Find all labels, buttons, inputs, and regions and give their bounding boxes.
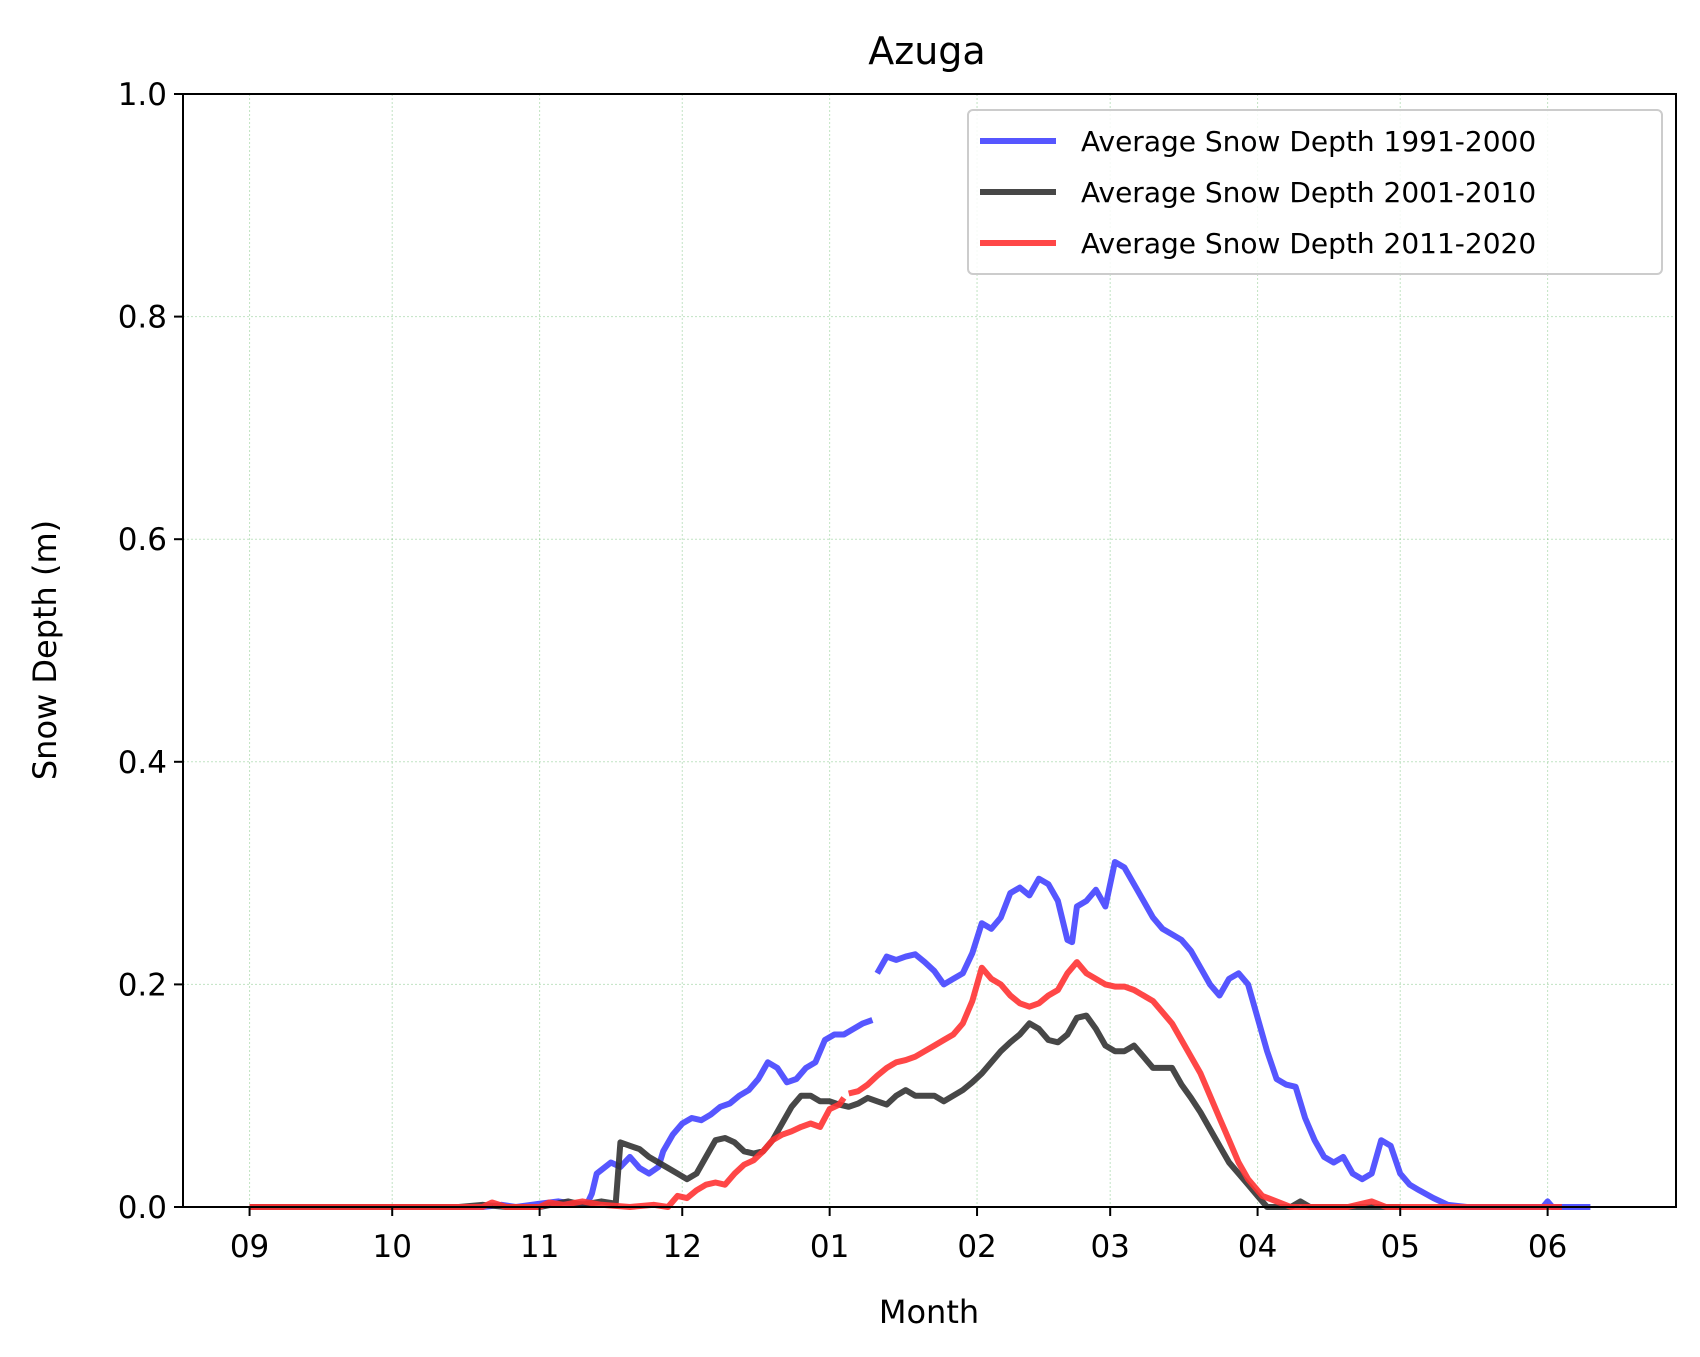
y-tick-label: 1.0 xyxy=(118,77,167,113)
legend-label: Average Snow Depth 1991-2000 xyxy=(1081,125,1536,158)
y-tick-label: 0.0 xyxy=(118,1190,167,1226)
plot-area-frame xyxy=(182,93,1677,1208)
legend-label: Average Snow Depth 2011-2020 xyxy=(1081,227,1536,260)
x-tick-label: 11 xyxy=(520,1229,559,1265)
x-tick-label: 05 xyxy=(1380,1229,1419,1265)
legend: Average Snow Depth 1991-2000 Average Snow… xyxy=(967,109,1663,275)
series-line-1 xyxy=(874,859,1591,1210)
legend-box xyxy=(967,109,1663,275)
x-axis-label: Month xyxy=(879,1293,979,1331)
series-lines xyxy=(249,859,1591,1210)
x-tick-label: 06 xyxy=(1528,1229,1567,1265)
x-tick-label: 09 xyxy=(230,1229,269,1265)
y-tick-label: 0.6 xyxy=(118,522,167,558)
chart-title: Azuga xyxy=(868,29,985,73)
gridlines xyxy=(183,94,1676,1207)
x-tick-label: 03 xyxy=(1090,1229,1129,1265)
y-tick-label: 0.2 xyxy=(118,967,167,1003)
x-tick-label: 02 xyxy=(957,1229,996,1265)
y-axis: 0.0 0.2 0.4 0.6 0.8 1.0 xyxy=(118,77,183,1226)
y-tick-label: 0.8 xyxy=(118,300,167,336)
legend-label: Average Snow Depth 2001-2010 xyxy=(1081,176,1536,209)
x-tick-label: 01 xyxy=(810,1229,849,1265)
series-line-3 xyxy=(847,959,1562,1210)
y-tick-label: 0.4 xyxy=(118,745,167,781)
x-tick-label: 04 xyxy=(1238,1229,1277,1265)
x-axis: 09 10 11 12 01 02 03 04 05 06 xyxy=(230,1207,1567,1265)
y-axis-label: Snow Depth (m) xyxy=(26,520,64,780)
x-tick-label: 12 xyxy=(663,1229,702,1265)
x-tick-label: 10 xyxy=(372,1229,411,1265)
series-line-2 xyxy=(249,1012,1401,1210)
